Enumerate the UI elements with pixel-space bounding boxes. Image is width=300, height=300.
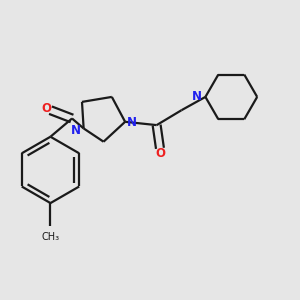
Text: O: O — [155, 147, 165, 160]
Text: N: N — [127, 116, 137, 129]
Text: N: N — [71, 124, 81, 136]
Text: CH₃: CH₃ — [41, 232, 59, 242]
Text: N: N — [192, 90, 202, 103]
Text: O: O — [41, 102, 52, 115]
